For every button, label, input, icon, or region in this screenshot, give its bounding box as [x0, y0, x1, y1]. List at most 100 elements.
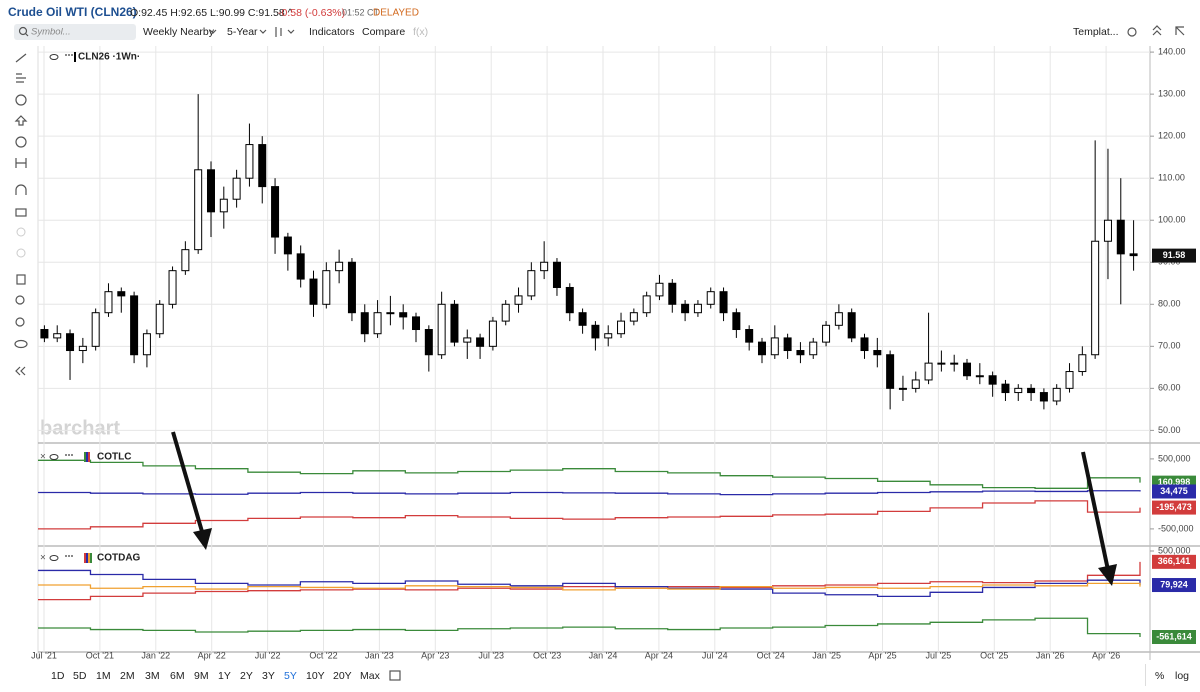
tool-icon[interactable] [15, 366, 26, 376]
search-icon [25, 33, 29, 37]
candle-body [91, 312, 100, 347]
menu-dots[interactable] [65, 54, 67, 56]
menu-dots[interactable] [65, 555, 67, 557]
candle-body [399, 312, 408, 318]
visibility-icon[interactable] [49, 54, 59, 60]
period-button[interactable]: 10Y [306, 670, 325, 682]
x-tick-label: Apr '25 [868, 650, 896, 660]
period-button[interactable]: 1Y [218, 670, 231, 682]
symbol-search[interactable] [14, 24, 136, 40]
period-button[interactable]: 9M [194, 670, 209, 682]
candle-body [757, 341, 766, 356]
settings-icon[interactable] [1127, 27, 1137, 37]
x-tick-label: Jul '23 [478, 650, 504, 660]
candle-body [898, 387, 907, 390]
scale-toggle[interactable]: log [1175, 670, 1189, 682]
value-tag-label: 79,924 [1160, 579, 1188, 589]
candle-body [937, 362, 946, 365]
arrow [1081, 451, 1110, 571]
x-tick-label: Oct '24 [757, 650, 785, 660]
period-button[interactable]: 2Y [240, 670, 253, 682]
candle-body [629, 312, 638, 322]
candle-body [437, 303, 446, 356]
toolbar-item[interactable]: Weekly Nearby [143, 26, 215, 38]
last-price-tag [1152, 248, 1196, 263]
tool-icon[interactable] [15, 208, 27, 217]
tool-icon[interactable] [15, 136, 27, 148]
template-menu[interactable]: Templat... [1073, 26, 1119, 38]
candle-body [578, 312, 587, 326]
period-button[interactable]: 5Y [284, 670, 297, 682]
scale-toggle[interactable]: % [1155, 670, 1164, 682]
tool-icon[interactable] [15, 94, 27, 106]
value-tag-label: 160,998 [1158, 477, 1191, 487]
x-tick-label: Oct '22 [309, 650, 337, 660]
x-tick-label: Apr '26 [1092, 650, 1120, 660]
candle-body [117, 291, 126, 297]
candle-body [693, 303, 702, 314]
menu-dots[interactable] [68, 54, 70, 56]
candle-body [66, 333, 75, 352]
tool-icon[interactable] [16, 73, 26, 83]
tool-icon[interactable] [15, 295, 25, 305]
candle-body [950, 362, 959, 365]
menu-dots[interactable] [71, 454, 73, 456]
y-tick-label: 120.00 [1158, 131, 1186, 141]
annotation-arrows [171, 431, 1117, 586]
period-button[interactable]: Max [360, 670, 381, 682]
menu-dots[interactable] [68, 454, 70, 456]
candle-body [552, 261, 561, 288]
candle-body [1065, 371, 1074, 389]
candle-body [706, 291, 715, 305]
chart-type-icon[interactable] [275, 27, 282, 37]
dropdown-caret [209, 29, 295, 34]
toolbar-item[interactable]: f(x) [413, 26, 428, 38]
period-button[interactable]: 5D [73, 670, 87, 682]
candle-body [142, 333, 151, 356]
candle-body [412, 316, 421, 331]
period-button[interactable]: 3M [145, 670, 160, 682]
tool-icon[interactable] [15, 184, 27, 195]
tool-icon[interactable] [16, 248, 26, 258]
indicator-line [38, 459, 1141, 489]
menu-dots[interactable] [71, 54, 73, 56]
y-tick-label: -500,000 [1158, 523, 1194, 533]
x-tick-label: Jul '24 [702, 650, 728, 660]
tool-icon[interactable] [16, 274, 26, 285]
toolbar-item[interactable]: Indicators [309, 26, 355, 38]
toolbar-item[interactable]: 5-Year [227, 26, 258, 38]
period-button[interactable]: 3Y [262, 670, 275, 682]
candle-body [783, 337, 792, 352]
tool-icon[interactable] [14, 339, 28, 349]
visibility-icon[interactable] [49, 454, 59, 460]
tool-icon[interactable] [16, 227, 26, 237]
tool-icon[interactable] [14, 115, 28, 126]
period-button[interactable]: 6M [170, 670, 185, 682]
candle-body [373, 312, 382, 335]
tool-icon[interactable] [15, 317, 25, 327]
candle-body [1129, 253, 1138, 257]
tool-icon[interactable] [15, 158, 27, 168]
x-tick-label: Oct '25 [980, 650, 1008, 660]
tool-icon[interactable] [15, 53, 27, 63]
indicator-line [38, 500, 1141, 530]
period-button[interactable]: 20Y [333, 670, 352, 682]
toolbar-item[interactable]: Compare [362, 26, 405, 38]
y-tick-label: 110.00 [1158, 173, 1185, 183]
candle-body [591, 324, 600, 339]
y-tick-label: 140.00 [1158, 46, 1186, 56]
expand-icon[interactable] [1175, 26, 1185, 36]
indicator-line [38, 490, 1141, 496]
calendar-icon[interactable] [389, 670, 401, 681]
menu-dots[interactable] [65, 454, 67, 456]
y-tick-label: 500,000 [1158, 545, 1191, 555]
candle-body [360, 312, 369, 335]
menu-dots[interactable] [71, 555, 73, 557]
collapse-icon[interactable] [1152, 25, 1162, 36]
menu-dots[interactable] [68, 555, 70, 557]
visibility-icon[interactable] [49, 555, 59, 561]
period-button[interactable]: 1M [96, 670, 111, 682]
study-color-swatch [86, 553, 88, 563]
period-button[interactable]: 2M [120, 670, 135, 682]
period-button[interactable]: 1D [51, 670, 65, 682]
